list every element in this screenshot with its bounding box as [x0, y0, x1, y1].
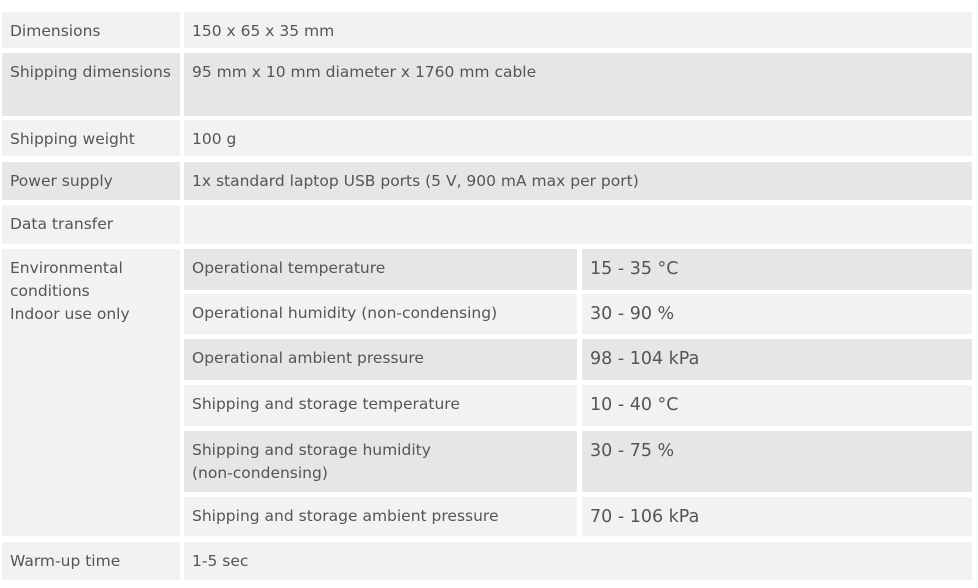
label-line: (non-condensing) [192, 464, 328, 482]
sub-value: 70 - 106 kPa [582, 497, 972, 536]
row-label: Shipping weight [2, 120, 180, 156]
row-value: 1x standard laptop USB ports (5 V, 900 m… [184, 162, 972, 200]
sub-label: Operational ambient pressure [184, 339, 577, 380]
row-label: Data transfer [2, 205, 180, 244]
label-line: Environmental [10, 259, 123, 277]
sub-value: 10 - 40 °C [582, 385, 972, 426]
row-label: Shipping dimensions [2, 53, 180, 116]
row-value: 100 g [184, 120, 972, 156]
row-label: Power supply [2, 162, 180, 200]
label-line: Indoor use only [10, 305, 130, 323]
sub-label: Operational temperature [184, 249, 577, 290]
sub-value: 15 - 35 °C [582, 249, 972, 290]
sub-label: Shipping and storage temperature [184, 385, 577, 426]
row-label: Environmental conditions Indoor use only [2, 249, 180, 536]
row-label: Warm-up time [2, 542, 180, 580]
sub-value: 98 - 104 kPa [582, 339, 972, 380]
row-value: 1-5 sec [184, 542, 972, 580]
sub-value: 30 - 75 % [582, 431, 972, 492]
sub-label: Operational humidity (non-condensing) [184, 294, 577, 334]
row-value: 95 mm x 10 mm diameter x 1760 mm cable [184, 53, 972, 116]
sub-label: Shipping and storage ambient pressure [184, 497, 577, 536]
row-label: Dimensions [2, 12, 180, 48]
sub-value: 30 - 90 % [582, 294, 972, 334]
label-line: conditions [10, 282, 90, 300]
row-value: 150 x 65 x 35 mm [184, 12, 972, 48]
row-value [184, 205, 972, 244]
sub-label: Shipping and storage humidity (non-conde… [184, 431, 577, 492]
label-line: Shipping and storage humidity [192, 441, 431, 459]
